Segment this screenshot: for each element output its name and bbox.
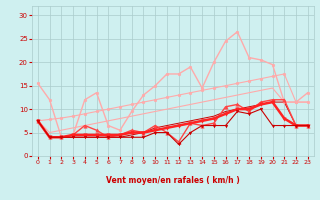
X-axis label: Vent moyen/en rafales ( km/h ): Vent moyen/en rafales ( km/h ) [106,176,240,185]
